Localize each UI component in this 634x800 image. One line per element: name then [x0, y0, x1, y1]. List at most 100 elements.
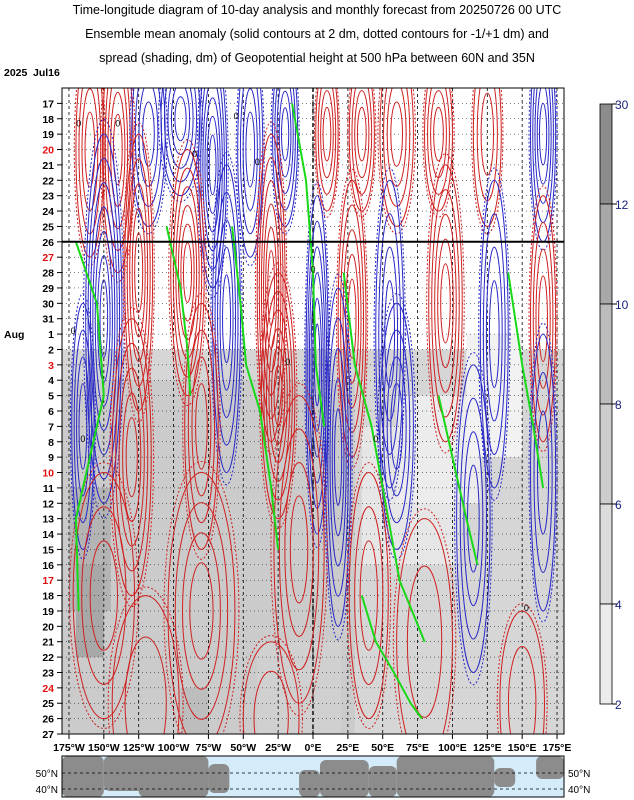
negative-contour [534, 88, 552, 204]
positive-contour [437, 238, 454, 369]
positive-contour [242, 641, 300, 734]
negative-contour [219, 246, 234, 391]
contour-label: 0 [115, 118, 120, 128]
positive-contour-dotted [100, 88, 136, 283]
colorbar-tick-label: 10 [615, 298, 629, 312]
positive-contour [191, 356, 212, 497]
negative-contour-dotted [235, 88, 265, 267]
positive-contour [535, 248, 551, 389]
map-land [62, 756, 564, 797]
negative-contour [334, 408, 343, 506]
positive-contour [72, 472, 136, 720]
zero-contour [507, 272, 545, 489]
negative-contour [245, 111, 256, 188]
positive-contour [111, 595, 180, 734]
x-tick-label: 125°E [473, 742, 502, 754]
positive-contour [424, 88, 453, 212]
map-frame [61, 755, 565, 798]
negative-contour [202, 88, 223, 252]
negative-contour [131, 88, 166, 227]
positive-contour [390, 101, 403, 167]
negative-contour [305, 195, 329, 535]
colorbar: 30 12 10 8 6 4 2 [599, 98, 629, 712]
zero-contour [165, 226, 192, 396]
x-tick-label: 175°E [543, 742, 572, 754]
positive-contour [89, 540, 118, 651]
map-lat-label-right: 50°N [568, 769, 590, 780]
positive-contour [184, 302, 219, 550]
negative-contour [85, 133, 123, 504]
positive-contour [431, 189, 460, 418]
negative-contour [204, 97, 221, 233]
negative-contour-dotted [196, 88, 229, 299]
colorbar-tick-label: 6 [615, 498, 622, 512]
positive-contour [472, 88, 502, 227]
negative-contour [536, 88, 550, 185]
negative-contour [167, 88, 194, 169]
positive-contour [189, 562, 214, 660]
negative-contour [459, 397, 487, 640]
x-tick-label: 150°W [88, 742, 120, 754]
day-tick-label: 21 [42, 637, 54, 649]
positive-contour [538, 275, 548, 363]
zero-contour [231, 226, 280, 550]
negative-contour [92, 206, 116, 431]
day-tick-label: 12 [42, 498, 54, 510]
colorbar-segment [599, 603, 613, 705]
x-tick-label: 175°W [53, 742, 85, 754]
colorbar-tick-label: 8 [615, 398, 622, 412]
day-tick-label: 25 [42, 698, 54, 710]
positive-contour-dotted [471, 88, 504, 235]
day-tick-label: 1 [48, 329, 54, 341]
negative-contour [488, 280, 500, 389]
x-tick-label: 0°E [304, 742, 321, 754]
day-tick-label: 11 [43, 483, 54, 495]
day-tick-label: 8 [48, 437, 54, 449]
day-tick-label: 24 [42, 683, 54, 695]
positive-contour-dotted [107, 586, 184, 734]
day-tick-label: 26 [42, 714, 54, 726]
positive-contour [195, 383, 208, 470]
positive-contour [187, 329, 216, 524]
positive-contour [480, 92, 495, 176]
negative-contour [89, 182, 118, 456]
day-tick-label: 23 [42, 191, 54, 203]
positive-contour [271, 346, 286, 445]
day-tick-label: 15 [42, 544, 54, 556]
x-tick-label: 150°E [508, 742, 537, 754]
positive-contour [428, 164, 463, 443]
negative-contour [327, 317, 349, 597]
negative-contour [312, 297, 323, 433]
day-tick-label: 22 [42, 175, 54, 187]
x-axis: 175°W 150°W 125°W 100°W 75°W 50°W 25°W 0°E 25°E 5… [53, 734, 571, 754]
positive-contour-dotted [163, 460, 240, 734]
positive-contour-dotted [68, 462, 139, 729]
positive-contour [356, 106, 367, 162]
day-tick-label: 29 [42, 283, 54, 295]
positive-contour [379, 88, 414, 227]
day-tick-label: 19 [42, 606, 54, 618]
positive-contour [433, 106, 444, 162]
negative-contour [242, 88, 258, 211]
positive-contour [124, 636, 167, 734]
negative-contour [163, 88, 198, 183]
day-tick-label: 26 [42, 237, 54, 249]
day-tick-label: 18 [42, 591, 54, 603]
positive-contour [263, 203, 280, 373]
positive-contour [315, 88, 339, 212]
zero-contour [342, 272, 426, 643]
zero-contour [360, 595, 423, 720]
positive-contour [265, 309, 291, 482]
day-tick-label: 14 [42, 529, 54, 541]
positive-contour [112, 113, 123, 186]
positive-contour [406, 565, 443, 718]
negative-contour [537, 410, 550, 535]
positive-contour [260, 272, 296, 520]
positive-contour [84, 111, 96, 188]
day-tick-label: 7 [48, 421, 54, 433]
negative-contour-dotted [129, 88, 168, 235]
positive-contour-dotted [168, 139, 207, 406]
positive-contour [81, 506, 127, 685]
negative-contour [76, 356, 90, 497]
negative-contour [71, 302, 95, 550]
